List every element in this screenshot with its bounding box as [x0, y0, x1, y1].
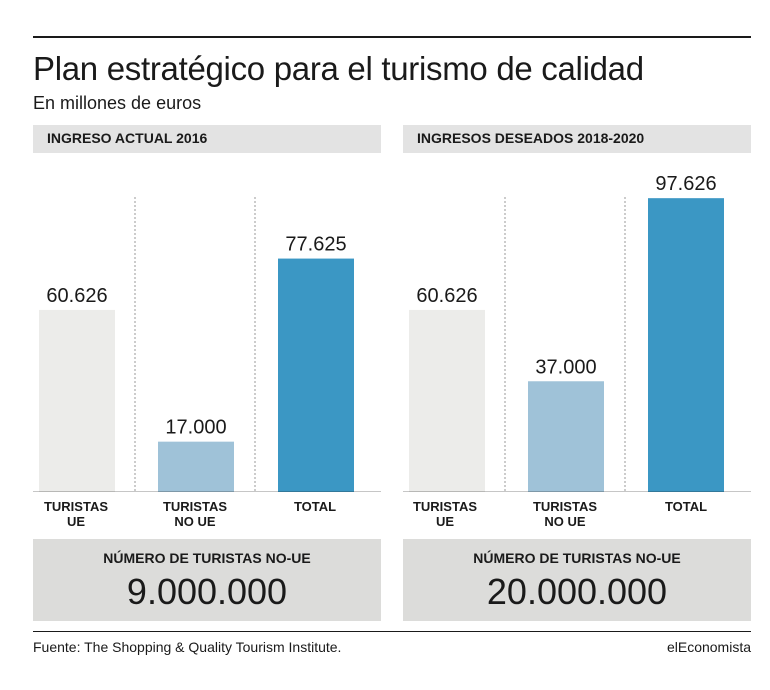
bar-non-eu-tourists: [158, 441, 234, 492]
category-label-non-eu-tourists: TURISTAS NO UE: [162, 499, 228, 529]
bar-plot: 60.626 17.000 77.625: [33, 167, 381, 492]
category-label-eu-tourists: TURISTAS UE: [43, 499, 109, 529]
data-label-non-eu-tourists: 37.000: [535, 356, 596, 378]
data-label-total: 97.626: [655, 173, 716, 195]
info-box-title: NÚMERO DE TURISTAS NO-UE: [473, 550, 681, 566]
bar-total: [648, 198, 724, 492]
bar-plot: 60.626 37.000 97.626: [403, 167, 751, 492]
top-rule: [33, 36, 751, 38]
data-label-total: 77.625: [285, 234, 346, 256]
source-note: Fuente: The Shopping & Quality Tourism I…: [33, 639, 342, 655]
brand-logo: elEconomista: [666, 639, 751, 655]
bar-eu-tourists: [409, 309, 485, 492]
bar-chart-svg: 60.626 17.000 77.625: [33, 197, 381, 492]
info-box-title: NÚMERO DE TURISTAS NO-UE: [103, 550, 311, 566]
category-label-total: TOTAL: [293, 499, 337, 514]
chart-title: Plan estratégico para el turismo de cali…: [33, 50, 644, 87]
panel-title: INGRESOS DESEADOS 2018-2020: [417, 130, 645, 146]
chart-subtitle: En millones de euros: [33, 93, 202, 113]
panel-header: INGRESOS DESEADOS 2018-2020: [403, 125, 751, 153]
panel-current-income: INGRESO ACTUAL 2016 60.626 17.000 77.625 T…: [33, 125, 381, 621]
bar-eu-tourists: [39, 309, 115, 492]
bottom-rule: [33, 631, 751, 632]
info-box-value: 20.000.000: [486, 571, 668, 612]
data-label-non-eu-tourists: 17.000: [165, 417, 226, 439]
category-label-non-eu-tourists: TURISTAS NO UE: [532, 499, 598, 529]
info-box-non-eu-tourists: NÚMERO DE TURISTAS NO-UE 20.000.000: [403, 539, 751, 621]
data-label-eu-tourists: 60.626: [46, 285, 107, 307]
bar-non-eu-tourists: [528, 381, 604, 492]
panel-desired-income: INGRESOS DESEADOS 2018-2020 60.626 37.000…: [403, 125, 751, 621]
data-label-eu-tourists: 60.626: [416, 285, 477, 307]
info-box-non-eu-tourists: NÚMERO DE TURISTAS NO-UE 9.000.000: [33, 539, 381, 621]
category-label-total: TOTAL: [664, 499, 708, 514]
info-box-value: 9.000.000: [126, 571, 288, 612]
bar-chart-svg: 60.626 37.000 97.626: [403, 173, 751, 492]
panel-header: INGRESO ACTUAL 2016: [33, 125, 381, 153]
category-label-eu-tourists: TURISTAS UE: [412, 499, 478, 529]
panel-title: INGRESO ACTUAL 2016: [47, 130, 208, 146]
bar-total: [278, 258, 354, 492]
